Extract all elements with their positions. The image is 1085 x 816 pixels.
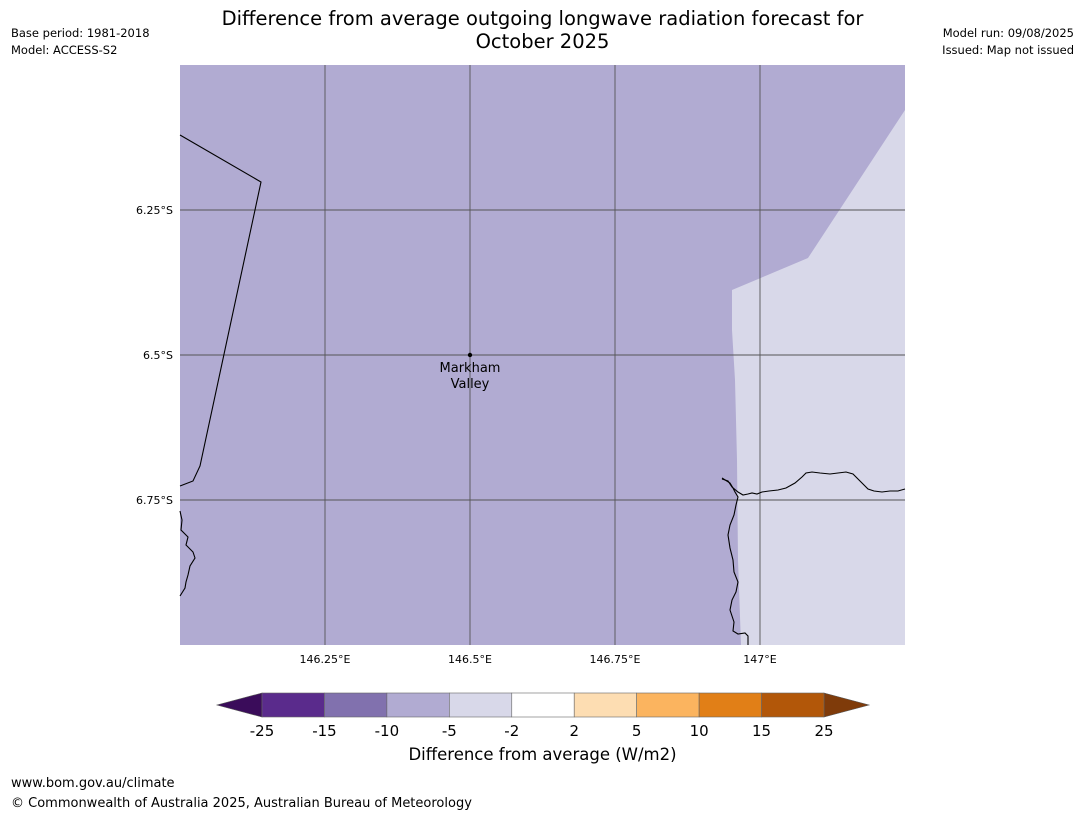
colorbar-tick-label: 10 xyxy=(690,722,709,740)
colorbar-tick-label: -5 xyxy=(442,722,457,740)
colorbar-swatch xyxy=(698,692,762,718)
colorbar-tick-label: 2 xyxy=(569,722,579,740)
x-axis-tick-labels: 146.25°E 146.5°E 146.75°E 147°E xyxy=(300,653,777,666)
base-period-text: Base period: 1981-2018 xyxy=(11,26,150,40)
coastline-west xyxy=(179,510,196,597)
place-marker-dot xyxy=(467,352,473,358)
footer-copyright: © Commonwealth of Australia 2025, Austra… xyxy=(11,796,472,811)
gridlines xyxy=(180,65,905,645)
meta-left: Base period: 1981-2018 Model: ACCESS-S2 xyxy=(11,25,150,59)
colorbar-tick-label: 25 xyxy=(814,722,833,740)
coastlines xyxy=(179,134,906,645)
colorbar-tick-label: -15 xyxy=(312,722,337,740)
x-tick-label: 147°E xyxy=(743,653,776,666)
y-tick-label: 6.5°S xyxy=(143,349,173,362)
colorbar-swatch xyxy=(573,692,637,718)
colorbar-tick-label: -2 xyxy=(504,722,519,740)
map-title: Difference from average outgoing longwav… xyxy=(221,7,864,53)
y-axis-tick-labels: 6.25°S 6.5°S 6.75°S xyxy=(136,204,173,507)
colorbar-tick-label: -10 xyxy=(375,722,400,740)
model-text: Model: ACCESS-S2 xyxy=(11,43,118,57)
y-tick-label: 6.25°S xyxy=(136,204,173,217)
colorbar-swatch xyxy=(636,692,700,718)
model-run-text: Model run: 09/08/2025 xyxy=(942,26,1074,40)
x-tick-label: 146.25°E xyxy=(300,653,351,666)
footer-url: www.bom.gov.au/climate xyxy=(11,776,175,791)
map-area: Markham Valley xyxy=(179,65,906,645)
colorbar-swatch xyxy=(386,692,450,718)
colorbar-label: Difference from average (W/m2) xyxy=(408,745,677,764)
colorbar-extend-low xyxy=(215,692,263,718)
colorbar-swatch xyxy=(761,692,825,718)
place-name: Markham xyxy=(440,361,501,376)
colorbar: -25 -15 -10 -5 -2 2 5 10 15 25 xyxy=(215,692,871,740)
river-line xyxy=(721,477,749,645)
colorbar-tick-label: 5 xyxy=(632,722,642,740)
coastline-east xyxy=(721,471,906,496)
colorbar-tick-label: -25 xyxy=(250,722,275,740)
colorbar-swatch xyxy=(324,692,388,718)
anomaly-region-light xyxy=(732,110,905,645)
meta-right: Model run: 09/08/2025 Issued: Map not is… xyxy=(942,25,1074,59)
y-tick-label: 6.75°S xyxy=(136,494,173,507)
colorbar-swatch xyxy=(261,692,325,718)
colorbar-tick-label: 15 xyxy=(752,722,771,740)
colorbar-extend-high xyxy=(823,692,871,718)
x-tick-label: 146.75°E xyxy=(590,653,641,666)
colorbar-swatch xyxy=(511,692,575,718)
border-line xyxy=(179,134,262,487)
place-name: Valley xyxy=(451,377,490,392)
x-tick-label: 146.5°E xyxy=(448,653,492,666)
issued-text: Issued: Map not issued xyxy=(942,43,1074,57)
colorbar-swatch xyxy=(449,692,513,718)
